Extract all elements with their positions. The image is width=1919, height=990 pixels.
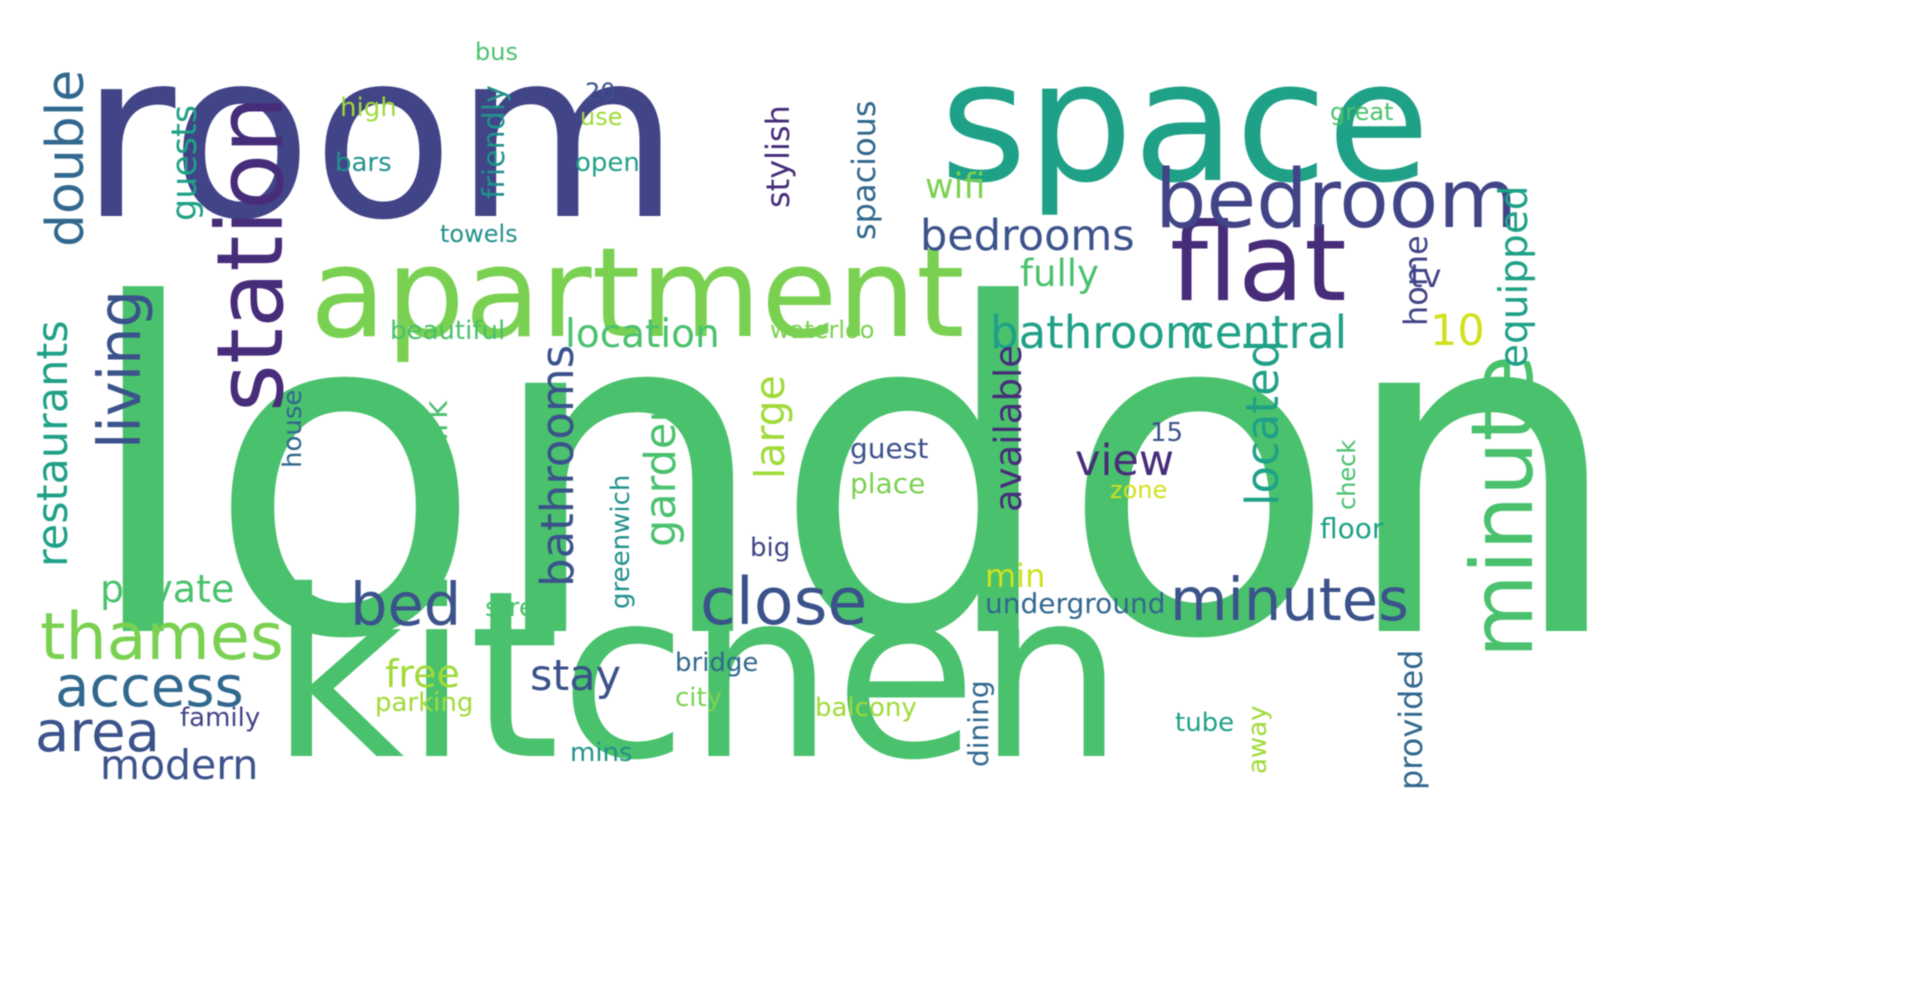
word-big: big: [750, 533, 791, 563]
word-available: available: [987, 345, 1030, 513]
word-modern: modern: [100, 741, 259, 789]
word-20: 20: [585, 78, 616, 106]
word-family: family: [180, 703, 261, 733]
word-access: access: [55, 655, 244, 720]
word-area: area: [35, 700, 160, 765]
word-mins: mins: [570, 738, 633, 768]
word-central: central: [1190, 306, 1348, 359]
word-use: use: [580, 103, 623, 131]
word-fully: fully: [1020, 252, 1099, 295]
word-great: great: [1330, 98, 1394, 126]
word-bedrooms: bedrooms: [920, 211, 1135, 261]
word-city: city: [675, 683, 723, 713]
word-underground: underground: [985, 587, 1166, 620]
word-balcony: balcony: [815, 693, 917, 723]
word-restaurants: restaurants: [28, 320, 78, 567]
word-check: check: [1333, 440, 1361, 511]
word-flat: flat: [1170, 201, 1347, 326]
word-guests: guests: [165, 105, 205, 222]
word-apartment: apartment: [310, 222, 965, 366]
word-bus: bus: [475, 38, 518, 66]
word-greenwich: greenwich: [606, 475, 636, 610]
word-bedroom: bedroom: [1155, 153, 1518, 247]
word-bathrooms: bathrooms: [531, 345, 584, 588]
word-provided: provided: [1392, 650, 1430, 791]
word-10: 10: [1430, 306, 1485, 356]
word-open: open: [575, 148, 640, 178]
word-street: street: [485, 593, 562, 623]
word-large: large: [746, 375, 794, 479]
word-minutes: minutes: [1170, 565, 1409, 634]
word-station: station: [197, 95, 304, 412]
word-garden: garden: [636, 395, 686, 547]
word-thames: thames: [40, 600, 284, 675]
word-parking: parking: [375, 688, 474, 718]
word-tube: tube: [1175, 708, 1235, 738]
word-space: space: [940, 26, 1430, 220]
word-beautiful: beautiful: [390, 316, 506, 346]
word-high: high: [340, 93, 397, 123]
word-friendly: friendly: [477, 85, 512, 199]
word-floor: floor: [1320, 512, 1384, 545]
word-room: room: [80, 1, 681, 271]
word-zone: zone: [1110, 476, 1168, 504]
word-guest: guest: [850, 432, 929, 465]
word-waterloo: waterloo: [770, 316, 875, 344]
word-tv: tv: [1410, 257, 1442, 295]
word-bathroom: bathroom: [990, 306, 1209, 359]
word-bed: bed: [350, 570, 462, 639]
word-stay: stay: [530, 651, 622, 701]
word-double: double: [36, 70, 96, 248]
word-view: view: [1075, 436, 1175, 486]
word-located: located: [1236, 340, 1289, 507]
word-private: private: [100, 567, 235, 611]
word-free: free: [385, 652, 460, 696]
word-minute: minute: [1453, 355, 1553, 659]
word-dining: dining: [962, 680, 995, 767]
word-place: place: [850, 467, 926, 500]
word-home: home: [1397, 235, 1435, 326]
word-spacious: spacious: [845, 100, 883, 240]
word-kitchen: kitchen: [270, 541, 1125, 811]
word-location: location: [565, 312, 720, 357]
word-15: 15: [1150, 418, 1184, 448]
word-wifi: wifi: [925, 167, 986, 207]
word-living: living: [85, 290, 154, 449]
word-close: close: [700, 565, 868, 640]
word-bars: bars: [335, 148, 392, 178]
word-equipped: equipped: [1492, 185, 1537, 368]
word-bridge: bridge: [675, 648, 759, 678]
word-park: park: [417, 400, 455, 472]
word-london: london: [80, 211, 1626, 739]
word-away: away: [1243, 705, 1273, 774]
word-min: min: [985, 557, 1046, 595]
word-stylish: stylish: [759, 105, 797, 208]
word-towels: towels: [440, 220, 518, 248]
word-house: house: [278, 390, 308, 469]
